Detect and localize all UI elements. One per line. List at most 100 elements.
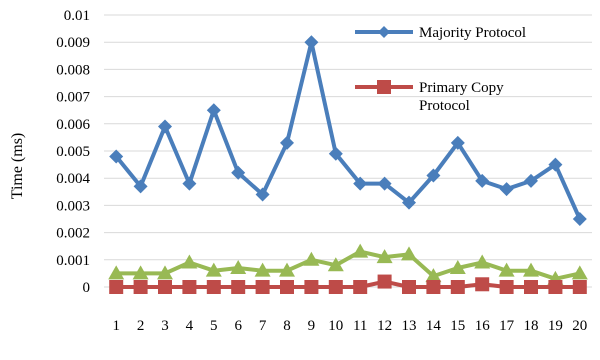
data-point-triangle [132, 265, 149, 280]
x-tick-label: 3 [161, 318, 169, 334]
legend-marker-square [377, 80, 391, 94]
data-point-diamond [280, 135, 294, 150]
x-tick-label: 13 [402, 318, 417, 334]
data-point-triangle [279, 262, 295, 277]
series-layer [108, 35, 588, 294]
legend-item-primary-copy: Primary Copy Protocol [355, 80, 504, 114]
y-tick-label: 0.009 [56, 35, 90, 51]
y-tick-label: 0.01 [64, 8, 90, 24]
y-tick-label: 0.007 [56, 90, 90, 106]
y-tick-label: 0.004 [56, 171, 90, 187]
data-point-triangle [401, 246, 417, 261]
data-point-triangle [181, 254, 198, 269]
gridlines [104, 14, 592, 288]
x-tick-label: 18 [524, 318, 539, 334]
data-point-square [328, 280, 343, 294]
x-tick-label: 10 [328, 318, 343, 334]
data-point-triangle [352, 243, 369, 258]
data-point-diamond [328, 146, 343, 161]
legend: Majority Protocol Primary Copy Protocol [355, 25, 526, 114]
x-tick-label: 8 [283, 318, 291, 334]
data-point-square [206, 280, 221, 294]
data-point-square [280, 280, 294, 294]
data-point-triangle [523, 262, 539, 277]
x-tick-labels: 1 2 3 4 5 6 7 8 9 10 11 12 13 14 15 16 17 18 19 20 [112, 318, 587, 334]
data-point-square [450, 280, 465, 294]
data-point-triangle [157, 265, 173, 280]
data-point-square [231, 280, 246, 294]
data-point-square [524, 280, 538, 294]
series-primary-copy-protocol [109, 274, 587, 294]
data-point-diamond [572, 212, 587, 226]
data-point-square [182, 280, 197, 294]
data-point-diamond [158, 119, 172, 134]
series-line [114, 40, 582, 220]
data-point-diamond [548, 157, 563, 172]
legend-label-majority: Majority Protocol [419, 25, 526, 41]
data-point-triangle [303, 251, 320, 266]
data-point-square [304, 280, 319, 294]
y-tick-label: 0.001 [56, 253, 90, 269]
data-point-square [158, 280, 172, 294]
data-point-triangle [254, 262, 271, 277]
data-point-diamond [524, 173, 538, 188]
data-point-diamond [206, 103, 221, 118]
x-tick-label: 4 [186, 318, 194, 334]
data-point-triangle [376, 249, 393, 264]
data-point-square [109, 280, 124, 294]
x-tick-label: 17 [499, 318, 515, 334]
y-tick-label: 0.006 [56, 117, 90, 133]
x-tick-label: 11 [353, 318, 367, 334]
data-point-square [402, 280, 416, 294]
data-point-square [475, 277, 490, 292]
data-point-square [377, 274, 392, 289]
y-tick-label: 0.008 [56, 62, 90, 78]
data-point-diamond [450, 135, 465, 150]
data-point-triangle [425, 268, 442, 283]
data-point-triangle [571, 265, 588, 280]
x-tick-label: 6 [234, 318, 242, 334]
y-tick-label: 0.005 [56, 144, 90, 160]
legend-marker-diamond [378, 26, 390, 38]
data-point-square [548, 280, 563, 294]
data-point-square [499, 280, 514, 294]
data-point-triangle [498, 262, 515, 277]
x-tick-label: 16 [475, 318, 491, 334]
data-point-diamond [182, 176, 197, 191]
data-point-square [133, 280, 148, 294]
y-axis-title: Time (ms) [9, 133, 26, 200]
data-point-diamond [426, 168, 441, 183]
x-tick-label: 20 [572, 318, 587, 334]
x-tick-label: 7 [259, 318, 267, 334]
y-tick-labels: 0 0.001 0.002 0.003 0.004 0.005 0.006 0.007 0.00… [56, 8, 90, 296]
y-tick-label: 0.003 [56, 198, 90, 214]
data-point-diamond [109, 149, 124, 164]
data-point-square [255, 280, 270, 294]
data-point-diamond [304, 35, 319, 50]
y-tick-label: 0 [83, 280, 91, 296]
x-tick-label: 5 [210, 318, 218, 334]
series-series-3 [108, 243, 588, 285]
data-point-square [572, 280, 587, 294]
data-point-diamond [377, 176, 392, 191]
x-tick-label: 14 [426, 318, 442, 334]
legend-label-primary-copy-line2: Protocol [419, 98, 470, 114]
x-tick-label: 2 [137, 318, 145, 334]
x-tick-label: 1 [112, 318, 120, 334]
data-point-diamond [231, 165, 246, 180]
data-point-square [353, 280, 368, 294]
data-point-triangle [327, 257, 344, 272]
data-point-diamond [499, 182, 514, 197]
data-point-diamond [402, 195, 416, 210]
x-tick-label: 9 [308, 318, 316, 334]
legend-label-primary-copy-line1: Primary Copy [419, 80, 504, 96]
data-point-triangle [205, 262, 222, 277]
data-point-diamond [475, 173, 490, 188]
series-majority-protocol [109, 35, 587, 226]
data-point-diamond [353, 176, 368, 191]
data-point-triangle [449, 259, 466, 274]
data-point-diamond [255, 187, 270, 202]
data-point-diamond [133, 179, 148, 194]
legend-item-majority: Majority Protocol [355, 25, 526, 41]
